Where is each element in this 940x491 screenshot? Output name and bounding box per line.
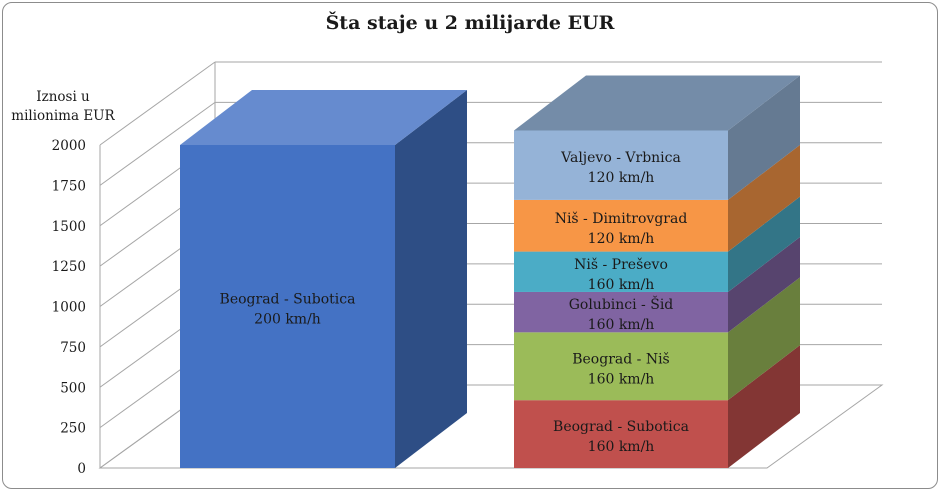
y-tick-label: 1000 [52, 300, 86, 316]
bar-segment [514, 291, 728, 333]
bar-segment-side [728, 75, 800, 200]
segment-label: Beograd - Niš [572, 350, 670, 367]
y-tick-label: 1250 [52, 259, 86, 275]
segment-speed-label: 200 km/h [254, 312, 321, 328]
bar-1: Beograd - Subotica 200 km/h [180, 90, 467, 468]
segment-speed-label: 160 km/h [588, 277, 655, 293]
segment-label: Golubinci - Šid [569, 295, 674, 313]
wall-gridline [99, 61, 216, 146]
segment-label: Beograd - Subotica [553, 419, 689, 435]
segment-label: Valjevo - Vrbnica [560, 150, 681, 166]
y-axis-label: Iznosi u milionima EUR [11, 89, 115, 124]
bar-top [180, 90, 467, 145]
y-tick-label: 2000 [52, 138, 86, 154]
bar-segment [514, 332, 728, 401]
bar-top [514, 75, 800, 131]
bar-segment [180, 145, 395, 468]
bar-segment [514, 251, 728, 292]
bar-2: Beograd - Subotica 160 km/h Beograd - Niš 1… [514, 75, 800, 468]
segment-speed-label: 120 km/h [588, 231, 655, 247]
bar-segment-side [728, 196, 800, 292]
bar-segment [514, 130, 728, 200]
y-tick-label: 750 [60, 340, 86, 356]
bar-segment-side [728, 236, 800, 333]
y-axis: 0 250 500 750 1000 1250 1500 1750 2000 [52, 138, 86, 477]
segment-speed-label: 160 km/h [588, 317, 655, 333]
segment-label: Niš - Preševo [574, 256, 668, 273]
wall-gridline [99, 101, 216, 186]
bar-segment-side [395, 90, 467, 468]
segment-label: Niš - Dimitrovgrad [555, 210, 688, 227]
segment-label: Beograd - Subotica [220, 292, 356, 308]
segment-speed-label: 160 km/h [588, 439, 655, 455]
y-tick-label: 250 [60, 421, 86, 437]
y-tick-label: 0 [77, 461, 86, 477]
bar-segment [514, 199, 728, 252]
y-tick-label: 1750 [52, 178, 86, 194]
y-tick-label: 1500 [52, 219, 86, 235]
segment-speed-label: 160 km/h [588, 371, 655, 387]
bar-segment [514, 400, 728, 468]
y-tick-label: 500 [60, 380, 86, 396]
segment-speed-label: 120 km/h [588, 170, 655, 186]
bar-segment-side [728, 345, 800, 468]
bar-segment-side [728, 277, 800, 401]
bar-segment-side [728, 144, 800, 252]
chart-title: Šta staje u 2 milijarde EUR [325, 12, 615, 34]
